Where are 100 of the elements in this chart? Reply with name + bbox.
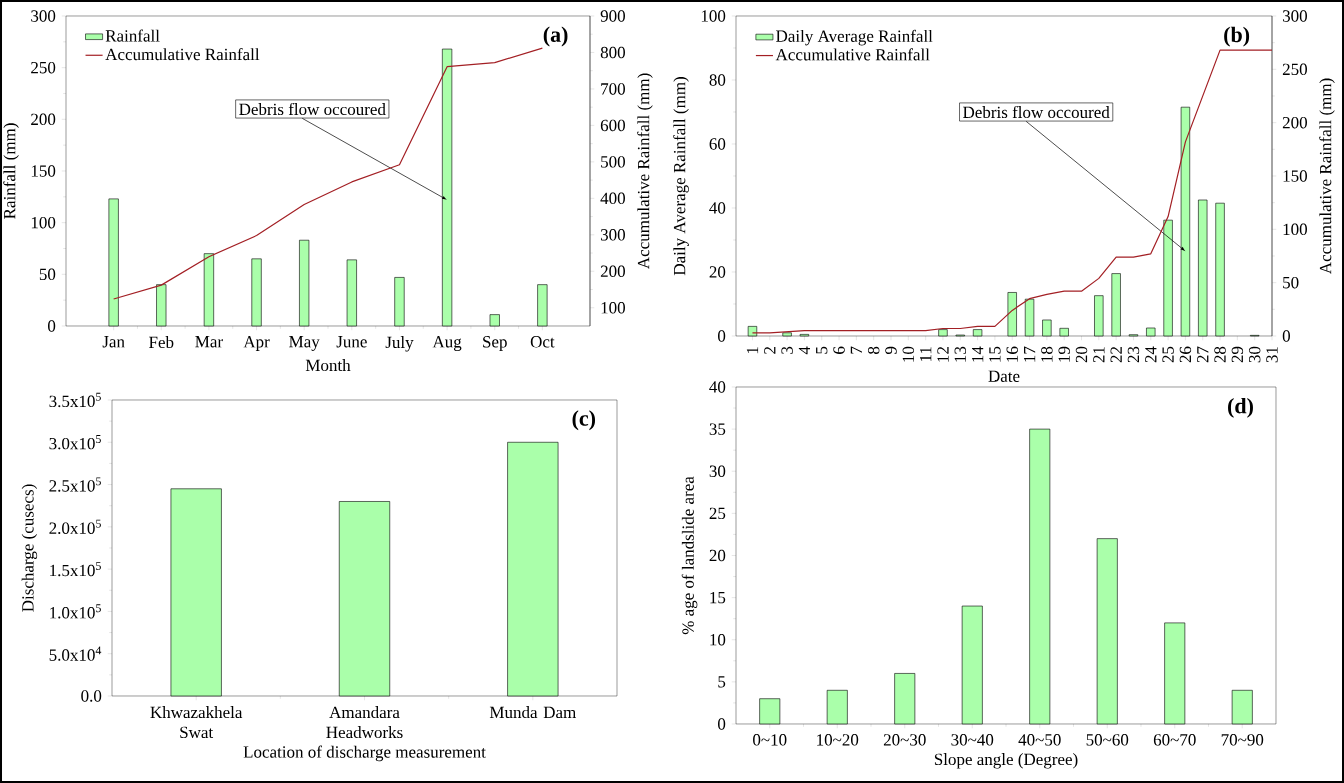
y-tick-label: 250	[31, 61, 56, 74]
y-tick-label: 35	[709, 423, 726, 435]
y-tick-label: 2.0x10$^{5}$	[49, 519, 101, 534]
annotation: (c)	[572, 410, 596, 431]
legend-label: Accumulative Rainfall	[775, 48, 930, 61]
y2-tick-label: 50	[1283, 276, 1299, 289]
y-tick-label: 150	[31, 165, 56, 177]
x-tick-label: 19	[1058, 346, 1070, 362]
x-tick-label: Sep	[483, 336, 507, 351]
x-axis-title: Location of discharge measurement	[243, 745, 486, 762]
y2-tick-label: 200	[1282, 116, 1307, 129]
x-tick-label: 26	[1179, 346, 1192, 363]
y-tick-label: 0.0	[81, 690, 102, 702]
x-axis-title: Slope angle (Degree)	[934, 753, 1078, 769]
y-tick-label: 5.0x10$^{4}$	[49, 646, 102, 661]
y-tick-label: 200	[31, 113, 56, 126]
annotation: (b)	[1224, 26, 1250, 47]
x-tick-label: 16	[1006, 346, 1018, 362]
x-axis-title: Month	[305, 359, 351, 372]
y2-tick-label: 150	[1283, 170, 1307, 182]
x-tick-label: 50~60	[1086, 734, 1129, 746]
y2-tick-label: 200	[600, 265, 625, 278]
y2-tick-label: 600	[600, 119, 625, 132]
x-tick-label: Mar	[195, 336, 223, 348]
x-tick-label: July	[385, 336, 414, 352]
y-axis-title: % age of landslide area	[681, 476, 698, 635]
legend-label: Daily Average Rainfall	[776, 29, 933, 46]
y-axis-title: Rainfall (mm)	[3, 123, 19, 219]
x-tick-label: 5	[816, 346, 828, 354]
y2-tick-label: 400	[600, 192, 625, 205]
x-tick-label: 0~10	[753, 734, 787, 746]
x-tick-label: 3	[781, 346, 793, 354]
x-tick-label: 7	[850, 346, 862, 354]
x-tick-label: Feb	[149, 336, 174, 349]
annotation: (d)	[1228, 397, 1253, 418]
x-tick-label: 29	[1231, 346, 1244, 363]
y-tick-label: 40	[709, 381, 726, 393]
x-tick-label: 9	[885, 346, 897, 355]
y-axis-title: Daily Average Rainfall (mm)	[673, 77, 689, 276]
y-tick-label: 0	[718, 718, 726, 730]
annotation: Debris flow occoured	[963, 105, 1110, 119]
x-tick-label: Jan	[102, 336, 125, 348]
x-tick-label: Khwazakhela Swat	[150, 706, 243, 739]
x-tick-label: 22	[1110, 347, 1122, 363]
x-tick-label: 27	[1197, 346, 1209, 363]
x-tick-label: 12	[937, 347, 949, 362]
y2-axis-title: Accumulative Rainfall (mm)	[1319, 78, 1335, 274]
y-tick-label: 20	[709, 549, 726, 562]
y-tick-label: 3.5x10$^{5}$	[49, 392, 101, 408]
x-tick-label: 10	[902, 346, 915, 362]
x-tick-label: 11	[920, 347, 932, 361]
x-tick-label: 20~30	[883, 734, 926, 746]
x-tick-label: 31	[1266, 347, 1278, 363]
x-tick-label: Amandara Headworks	[326, 706, 403, 739]
x-tick-label: 25	[1162, 346, 1174, 363]
x-tick-label: May	[289, 336, 320, 351]
y2-tick-label: 700	[601, 83, 625, 95]
y-tick-label: 3.0x10$^{5}$	[49, 435, 101, 450]
annotation: Debris flow occoured	[239, 102, 386, 116]
y-tick-label: 2.5x10$^{5}$	[49, 477, 101, 492]
y-tick-label: 50	[39, 268, 56, 281]
x-tick-label: 28	[1214, 346, 1226, 363]
y2-axis-title: Accumulative Rainfall (mm)	[637, 73, 653, 270]
legend-label: Rainfall	[105, 29, 160, 42]
x-tick-label: 2	[764, 347, 776, 354]
y2-tick-label: 300	[600, 229, 625, 241]
y2-tick-label: 100	[601, 302, 625, 314]
y2-tick-label: 300	[1282, 10, 1307, 22]
annotation: (a)	[543, 26, 568, 47]
x-tick-label: Aug	[432, 336, 462, 352]
x-tick-label: 10~20	[817, 734, 859, 746]
y-tick-label: 1.0x10$^{5}$	[50, 604, 101, 619]
y-tick-label: 100	[31, 216, 56, 229]
y-tick-label: 40	[709, 202, 726, 214]
x-tick-label: Oct	[530, 336, 555, 348]
y-tick-label: 25	[709, 507, 726, 520]
x-tick-label: 15	[989, 346, 1001, 362]
y-tick-label: 30	[709, 465, 726, 477]
y-tick-label: 15	[710, 591, 726, 604]
x-tick-label: 60~70	[1153, 734, 1196, 746]
x-tick-label: 30~40	[951, 734, 994, 746]
y-tick-label: 300	[31, 10, 56, 22]
x-tick-label: 21	[1093, 347, 1105, 363]
x-tick-label: 18	[1041, 346, 1053, 362]
x-tick-label: 70~90	[1221, 734, 1264, 746]
y-tick-label: 60	[709, 138, 726, 150]
x-tick-label: 4	[798, 346, 811, 355]
y-tick-label: 80	[709, 74, 726, 86]
x-tick-label: June	[336, 336, 367, 348]
x-tick-label: 17	[1023, 346, 1036, 362]
y-axis-title: Discharge (cusecs)	[21, 484, 38, 612]
x-tick-label: Munda Dam	[489, 706, 576, 719]
y-tick-label: 1.5x10$^{5}$	[50, 561, 101, 577]
x-tick-label: 20	[1075, 346, 1088, 363]
y-tick-label: 100	[701, 10, 726, 22]
y-tick-label: 20	[709, 266, 726, 278]
x-tick-label: 6	[833, 346, 845, 354]
x-tick-label: 1	[746, 347, 759, 354]
y2-tick-label: 250	[1282, 63, 1307, 76]
x-tick-label: 23	[1127, 346, 1140, 363]
